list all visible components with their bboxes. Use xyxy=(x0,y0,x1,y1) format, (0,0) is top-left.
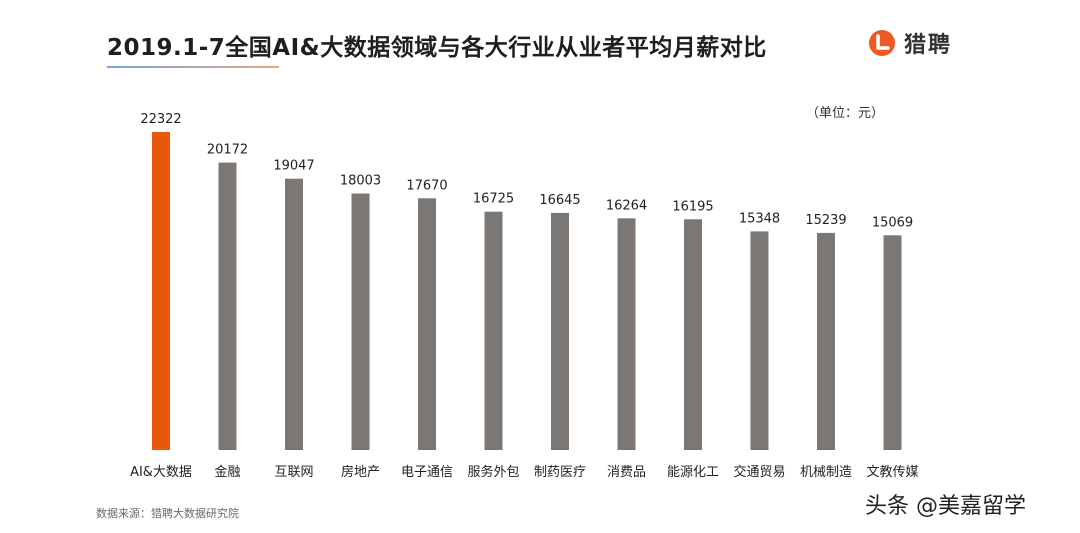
category-label: AI&大数据 xyxy=(130,465,192,480)
bar xyxy=(551,212,569,450)
data-label: 16725 xyxy=(473,192,514,207)
data-label: 16195 xyxy=(672,199,713,214)
bar xyxy=(617,218,636,450)
data-label: 15239 xyxy=(805,213,846,228)
data-label: 20172 xyxy=(207,143,248,158)
source-note: 数据来源：猎聘大数据研究院 xyxy=(96,507,239,520)
category-label: 金融 xyxy=(214,464,240,480)
category-label: 房地产 xyxy=(341,464,380,480)
unit-label: （单位：元） xyxy=(806,106,885,121)
data-label: 15069 xyxy=(872,215,913,230)
bar xyxy=(218,162,237,450)
category-label: 能源化工 xyxy=(667,465,719,480)
bar xyxy=(484,211,503,450)
data-label: 19047 xyxy=(273,159,314,174)
bar xyxy=(351,193,370,450)
title-underline xyxy=(107,66,279,68)
category-label: 文教传媒 xyxy=(866,464,918,480)
chart-title: 2019.1-7全国AI&大数据领域与各大行业从业者平均月薪对比 xyxy=(107,35,767,61)
bar xyxy=(750,231,769,450)
bar xyxy=(684,219,702,450)
brand-name: 猎聘 xyxy=(904,33,953,58)
watermark: 头条 @美嘉留学 xyxy=(865,494,1026,519)
category-label: 制药医疗 xyxy=(534,465,586,480)
category-label: 交通贸易 xyxy=(733,464,785,480)
data-label: 15348 xyxy=(739,211,780,226)
category-label: 机械制造 xyxy=(800,465,852,480)
data-label: 22322 xyxy=(140,112,181,127)
data-label: 16264 xyxy=(606,198,647,213)
data-label: 18003 xyxy=(340,174,381,189)
bar xyxy=(418,198,436,450)
bar xyxy=(817,232,835,450)
category-label: 互联网 xyxy=(274,465,313,480)
bar xyxy=(883,235,902,450)
category-label: 服务外包 xyxy=(467,464,519,480)
liepin-logo-icon xyxy=(869,30,895,56)
brand: 猎聘 xyxy=(868,28,952,58)
bar xyxy=(152,132,170,450)
data-label: 17670 xyxy=(406,178,447,193)
category-label: 消费品 xyxy=(607,465,646,480)
bar xyxy=(285,178,303,450)
data-label: 16645 xyxy=(539,193,580,208)
category-label: 电子通信 xyxy=(401,465,453,480)
